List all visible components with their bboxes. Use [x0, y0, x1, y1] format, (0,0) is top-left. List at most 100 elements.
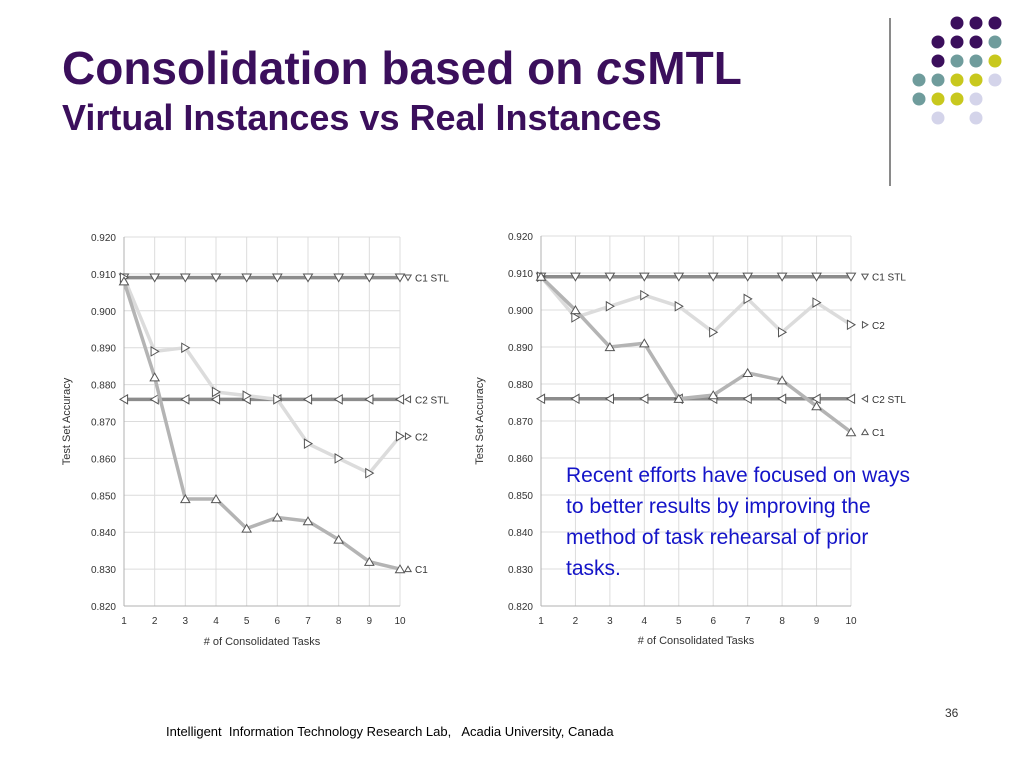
y-tick-label: 0.890	[91, 344, 116, 355]
data-point	[846, 319, 857, 331]
slide-number: 36	[945, 706, 959, 720]
data-point	[302, 516, 314, 526]
series-label: C1 STL	[872, 273, 906, 284]
data-point	[777, 393, 787, 405]
series-label: C1 STL	[415, 274, 449, 285]
legend-marker	[860, 273, 870, 281]
data-point	[303, 438, 314, 450]
data-point	[674, 300, 684, 312]
data-point	[776, 375, 788, 385]
series-c1-stl: C1 STL	[535, 272, 906, 284]
data-point	[845, 427, 857, 437]
decor-dot	[931, 92, 945, 106]
y-tick-label: 0.830	[91, 565, 116, 576]
decor-dot	[950, 16, 964, 30]
series-c2-stl: C2 STL	[118, 393, 449, 406]
decor-dot	[931, 54, 945, 68]
x-tick-label: 4	[642, 616, 648, 627]
x-axis-label: # of Consolidated Tasks	[638, 635, 755, 647]
decor-dot	[931, 35, 945, 49]
data-point	[638, 272, 650, 282]
title-main-text: Consolidation based on	[62, 42, 597, 94]
y-tick-label: 0.870	[91, 418, 116, 429]
title-mtl-text: MTL	[647, 42, 742, 94]
y-tick-label: 0.900	[91, 307, 116, 318]
x-axis-label: # of Consolidated Tasks	[204, 636, 321, 648]
data-point	[365, 467, 375, 479]
slide-title: Consolidation based on csMTL	[62, 40, 742, 96]
series-label: C2	[872, 321, 885, 332]
data-point	[742, 272, 754, 282]
series-c2: C2	[119, 272, 428, 479]
data-point	[210, 393, 221, 405]
data-point	[640, 289, 650, 301]
data-point	[571, 312, 581, 323]
decor-dot	[969, 73, 983, 87]
decor-dot	[969, 111, 983, 125]
data-point	[364, 393, 374, 405]
data-point	[673, 272, 685, 282]
series-label: C2 STL	[415, 395, 449, 406]
data-point	[149, 372, 161, 382]
decor-dot	[988, 16, 1002, 30]
decor-dot	[931, 73, 945, 87]
title-cs-text: cs	[596, 42, 648, 94]
data-point	[811, 393, 821, 405]
data-point	[333, 273, 345, 283]
y-axis-label: Test Set Accuracy	[61, 377, 73, 465]
y-tick-label: 0.840	[508, 528, 533, 539]
y-tick-label: 0.920	[508, 232, 533, 243]
data-point	[333, 393, 343, 405]
data-point	[812, 297, 822, 308]
footer-text: Intelligent Information Technology Resea…	[166, 724, 614, 739]
data-point	[638, 338, 650, 348]
data-point	[845, 272, 857, 282]
data-point	[333, 534, 345, 544]
x-tick-label: 10	[845, 616, 857, 627]
data-point	[179, 493, 191, 504]
legend-marker	[404, 432, 412, 441]
legend-marker	[404, 395, 412, 404]
data-point	[707, 272, 719, 282]
x-tick-label: 9	[367, 616, 373, 627]
legend-marker	[860, 428, 870, 436]
decor-dot	[912, 92, 926, 106]
data-point	[149, 393, 159, 405]
x-tick-label: 2	[152, 616, 158, 627]
data-point	[271, 273, 283, 283]
data-point	[394, 273, 406, 283]
data-point	[811, 272, 822, 282]
y-tick-label: 0.850	[91, 491, 116, 502]
data-point	[181, 342, 191, 354]
data-point	[210, 493, 222, 504]
y-tick-label: 0.860	[508, 454, 533, 465]
data-point	[394, 393, 405, 405]
y-tick-label: 0.880	[91, 381, 116, 392]
y-tick-label: 0.880	[508, 380, 533, 391]
data-point	[845, 393, 856, 405]
data-point	[363, 273, 375, 283]
legend-marker	[403, 274, 413, 282]
data-point	[302, 393, 313, 405]
data-point	[604, 341, 616, 352]
data-point	[180, 393, 190, 405]
decor-dot	[950, 35, 964, 49]
data-point	[241, 273, 253, 283]
data-point	[639, 393, 649, 405]
data-point	[334, 453, 344, 464]
x-tick-label: 9	[814, 616, 820, 627]
decor-dot	[969, 92, 983, 106]
data-point	[570, 304, 581, 315]
data-point	[395, 430, 406, 442]
decor-dot	[950, 92, 964, 106]
series-label: C2 STL	[872, 395, 906, 406]
series-line	[122, 280, 401, 571]
y-tick-label: 0.920	[91, 233, 116, 244]
series-label: C1	[415, 565, 428, 576]
x-tick-label: 1	[121, 616, 127, 627]
data-point	[273, 393, 283, 405]
y-tick-label: 0.910	[91, 270, 116, 281]
y-tick-label: 0.860	[91, 454, 116, 465]
data-point	[302, 273, 314, 283]
x-tick-label: 5	[244, 616, 250, 627]
